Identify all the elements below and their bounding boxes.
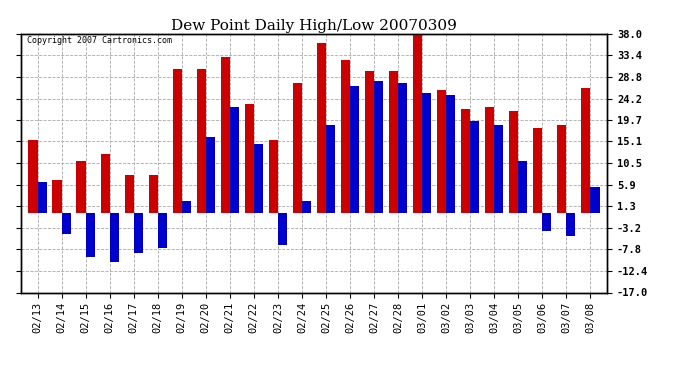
- Bar: [197, 69, 206, 213]
- Bar: [52, 180, 61, 213]
- Bar: [461, 109, 470, 213]
- Bar: [221, 57, 230, 213]
- Bar: [446, 95, 455, 213]
- Bar: [230, 106, 239, 213]
- Bar: [413, 29, 422, 213]
- Bar: [134, 213, 143, 252]
- Bar: [77, 161, 86, 213]
- Bar: [317, 43, 326, 213]
- Bar: [172, 69, 181, 213]
- Bar: [374, 81, 383, 213]
- Bar: [542, 213, 551, 231]
- Bar: [28, 140, 37, 213]
- Bar: [494, 126, 504, 213]
- Bar: [398, 83, 407, 213]
- Bar: [485, 106, 494, 213]
- Bar: [591, 187, 600, 213]
- Bar: [278, 213, 287, 246]
- Bar: [437, 90, 446, 213]
- Bar: [365, 71, 374, 213]
- Bar: [302, 201, 311, 213]
- Bar: [86, 213, 95, 257]
- Bar: [61, 213, 70, 234]
- Bar: [124, 175, 134, 213]
- Bar: [110, 213, 119, 262]
- Bar: [245, 104, 254, 213]
- Bar: [269, 140, 278, 213]
- Bar: [206, 137, 215, 213]
- Bar: [509, 111, 518, 213]
- Bar: [389, 71, 398, 213]
- Bar: [566, 213, 575, 236]
- Bar: [37, 182, 47, 213]
- Text: Copyright 2007 Cartronics.com: Copyright 2007 Cartronics.com: [26, 36, 172, 45]
- Bar: [558, 126, 566, 213]
- Bar: [158, 213, 167, 248]
- Bar: [181, 201, 191, 213]
- Bar: [533, 128, 542, 213]
- Bar: [326, 126, 335, 213]
- Bar: [293, 83, 302, 213]
- Bar: [518, 161, 527, 213]
- Bar: [470, 121, 480, 213]
- Bar: [148, 175, 158, 213]
- Bar: [350, 86, 359, 213]
- Bar: [101, 154, 110, 213]
- Bar: [422, 93, 431, 213]
- Bar: [254, 144, 263, 213]
- Bar: [581, 88, 591, 213]
- Title: Dew Point Daily High/Low 20070309: Dew Point Daily High/Low 20070309: [171, 19, 457, 33]
- Bar: [341, 60, 350, 213]
